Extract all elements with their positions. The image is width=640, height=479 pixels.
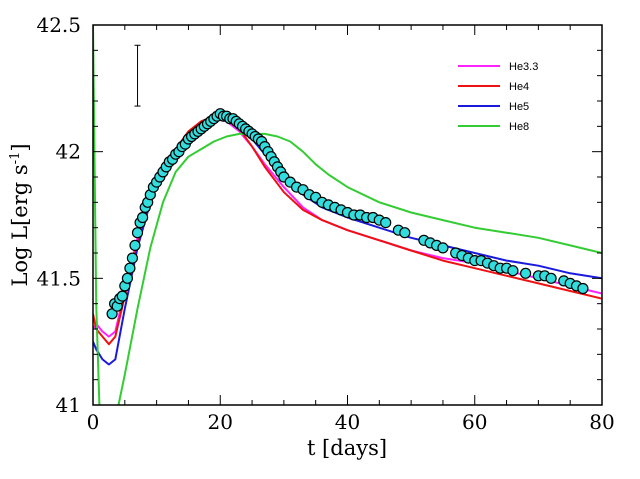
x-tick-label: 0 — [87, 410, 100, 434]
observation-point — [137, 211, 149, 224]
legend-label-he4: He4 — [509, 81, 529, 93]
x-tick-label: 40 — [335, 410, 360, 434]
x-tick-label: 20 — [208, 410, 233, 434]
x-axis-label: t [days] — [307, 436, 387, 460]
observation-point — [519, 267, 532, 279]
observation-point — [577, 282, 589, 295]
x-tick-label: 80 — [589, 410, 614, 434]
observation-point — [124, 262, 136, 274]
observation-point — [399, 227, 411, 239]
observation-point — [126, 252, 138, 264]
tick-labels-layer: 0 20 40 60 80 41 41.5 42 42.5 — [36, 13, 614, 434]
y-axis-label-close: ] — [8, 143, 32, 151]
observation-point — [121, 272, 134, 284]
y-tick-label: 41 — [56, 393, 81, 417]
y-axis-label: Log L[erg s-1] — [8, 143, 32, 286]
legend-label-he5: He5 — [509, 101, 529, 113]
observation-point — [437, 242, 449, 254]
ticks-layer — [92, 24, 603, 406]
y-tick-label: 42 — [56, 140, 81, 164]
observation-point — [106, 308, 118, 320]
legend: He3.3 He4 He5 He8 — [458, 61, 538, 133]
observation-point — [129, 239, 141, 251]
y-tick-label: 41.5 — [36, 266, 81, 290]
y-axis-label-superscript: -1 — [8, 152, 23, 165]
observation-point — [131, 227, 144, 239]
observation-point — [116, 290, 128, 302]
observation-point — [380, 217, 392, 229]
observation-point — [507, 265, 519, 277]
y-tick-label: 42.5 — [36, 13, 81, 37]
y-axis-label-main: Log L[erg s — [8, 164, 32, 286]
observation-point — [545, 272, 557, 284]
x-tick-label: 60 — [462, 410, 487, 434]
legend-label-he8: He8 — [509, 121, 529, 133]
legend-label-he3-3: He3.3 — [509, 61, 538, 73]
observations-layer — [106, 108, 589, 320]
